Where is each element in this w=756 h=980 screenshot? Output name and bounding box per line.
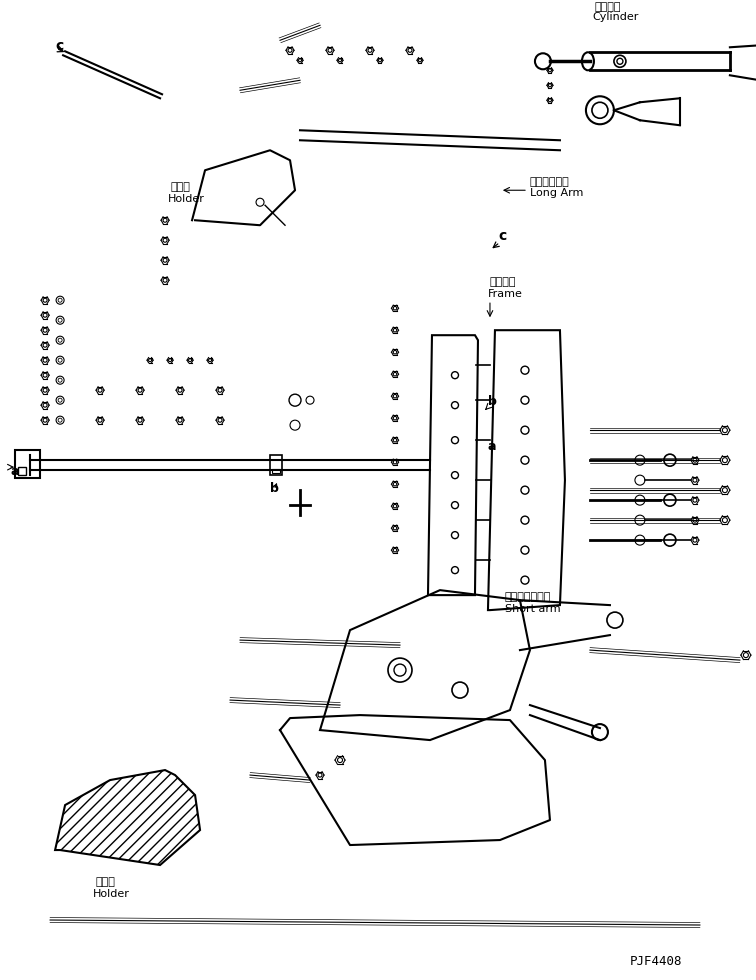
Bar [15, 450, 40, 478]
Text: b: b [488, 395, 497, 409]
Text: c: c [55, 39, 64, 53]
Bar [272, 469, 280, 473]
Bar [18, 467, 26, 475]
Text: Frame: Frame [488, 289, 523, 299]
Text: Cylinder: Cylinder [592, 13, 638, 23]
Text: フレーム: フレーム [490, 277, 516, 287]
Bar [270, 455, 282, 475]
Text: Short arm: Short arm [505, 604, 561, 614]
Text: a: a [10, 466, 19, 478]
Text: ショートアーム: ショートアーム [505, 592, 551, 602]
Text: Holder: Holder [93, 889, 130, 899]
Text: b: b [270, 482, 279, 495]
Text: a: a [488, 440, 497, 453]
Text: PJF4408: PJF4408 [630, 955, 683, 968]
Text: ロングアーム: ロングアーム [530, 177, 570, 187]
Text: Holder: Holder [168, 194, 205, 204]
Text: シリンダ: シリンダ [595, 2, 621, 13]
Text: ホルダ: ホルダ [170, 182, 190, 192]
Text: ホルダ: ホルダ [95, 877, 115, 887]
Text: c: c [498, 229, 507, 243]
Polygon shape [55, 770, 200, 865]
Text: Long Arm: Long Arm [530, 188, 584, 198]
